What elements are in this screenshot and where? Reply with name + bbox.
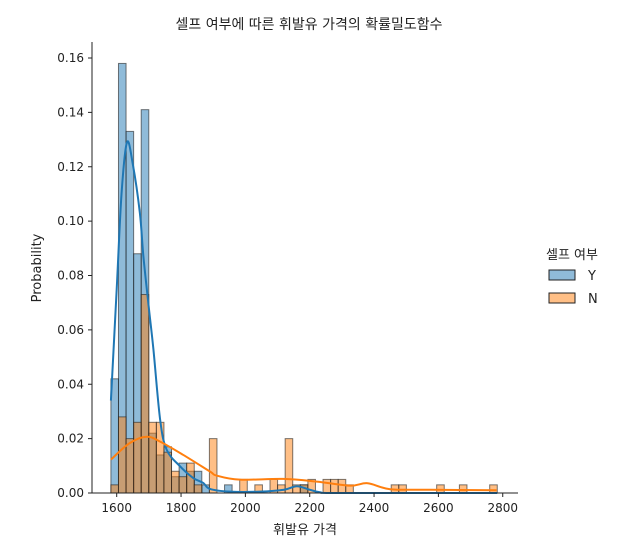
bar-n-1: [117, 416, 127, 494]
bar-n-3: [133, 421, 142, 494]
y-tick-label: 0.06: [57, 323, 84, 337]
x-tick-label: 1800: [166, 501, 197, 515]
kde-line-y: [109, 140, 498, 495]
legend-label-y: Y: [587, 269, 596, 284]
y-ticks: 0.00 0.02 0.04 0.06 0.08 0.10 0.12 0.14 0.16: [57, 51, 92, 500]
bar-n-4: [140, 294, 150, 494]
bar-n-50: [489, 484, 498, 494]
x-ticks: 1600 1800 2000 2200 2400 2600 2800: [101, 493, 518, 515]
legend-swatch-n: [548, 292, 576, 304]
x-tick-label: 2800: [487, 501, 518, 515]
bar-n-7: [163, 451, 173, 494]
legend-title: 셀프 여부: [546, 248, 598, 263]
y-tick-label: 0.02: [57, 432, 84, 446]
bar-n-5: [148, 421, 157, 494]
x-axis-label: 휘발유 가격: [273, 523, 337, 538]
bar-n-13: [208, 438, 218, 494]
y-tick-label: 0.12: [57, 160, 84, 174]
bar-n-11: [193, 484, 203, 494]
y-tick-label: 0.00: [57, 486, 84, 500]
x-tick-label: 2000: [230, 501, 261, 515]
x-tick-label: 2600: [423, 501, 454, 515]
bar-n-2: [125, 438, 135, 494]
bar-n-28: [322, 478, 332, 494]
x-tick-label: 2400: [359, 501, 390, 515]
legend: 셀프 여부 Y N: [546, 248, 598, 307]
chart-title: 셀프 여부에 따른 휘발유 가격의 확률밀도함수: [176, 17, 443, 33]
bar-n-9: [178, 476, 188, 494]
y-tick-label: 0.10: [57, 214, 84, 228]
y-tick-label: 0.04: [57, 377, 84, 391]
bar-n-29: [330, 478, 339, 494]
histogram-bars: [110, 62, 498, 494]
y-tick-label: 0.16: [57, 51, 84, 65]
x-tick-label: 1600: [101, 501, 132, 515]
y-tick-label: 0.14: [57, 105, 84, 119]
x-tick-label: 2200: [294, 501, 325, 515]
kde-line-n: [110, 435, 497, 492]
y-tick-label: 0.08: [57, 269, 84, 283]
bar-n-46: [458, 484, 468, 494]
legend-label-n: N: [588, 292, 598, 307]
y-axis-label: Probability: [30, 233, 45, 302]
bar-n-8: [171, 470, 180, 494]
legend-swatch-y: [548, 269, 576, 281]
bar-n-0: [110, 484, 119, 494]
bar-n-23: [284, 438, 294, 494]
kde-curves: [109, 140, 498, 495]
